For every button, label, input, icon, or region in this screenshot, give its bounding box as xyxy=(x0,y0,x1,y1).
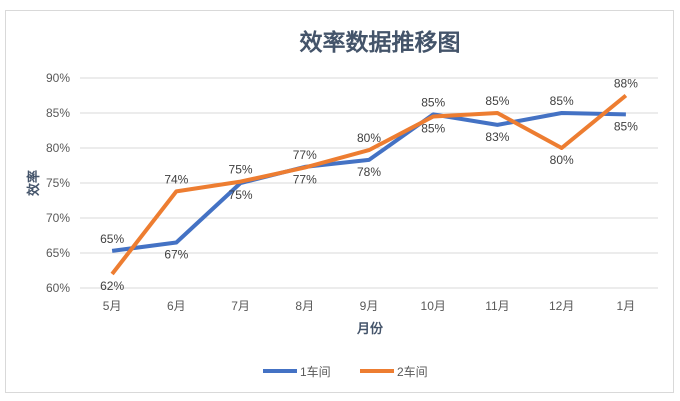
y-tick-label: 60% xyxy=(46,281,70,295)
y-tick-label: 65% xyxy=(46,246,70,260)
data-label: 75% xyxy=(229,188,253,202)
data-label: 85% xyxy=(550,94,574,108)
data-label: 83% xyxy=(485,130,509,144)
y-tick-label: 85% xyxy=(46,106,70,120)
data-label: 78% xyxy=(357,165,381,179)
data-label: 77% xyxy=(293,148,317,162)
data-label: 65% xyxy=(100,232,124,246)
x-tick-label: 5月 xyxy=(103,299,122,313)
data-label: 85% xyxy=(614,119,638,133)
data-label: 85% xyxy=(485,94,509,108)
y-tick-label: 80% xyxy=(46,141,70,155)
data-label: 62% xyxy=(100,279,124,293)
series-line-2 xyxy=(110,93,628,276)
y-tick-label: 70% xyxy=(46,211,70,225)
x-tick-label: 12月 xyxy=(549,299,574,313)
x-tick-label: 10月 xyxy=(421,299,446,313)
legend-label: 1车间 xyxy=(300,364,331,379)
data-label: 88% xyxy=(614,77,638,91)
x-axis-label: 月份 xyxy=(356,321,384,336)
x-tick-label: 1月 xyxy=(617,299,636,313)
data-label: 80% xyxy=(550,153,574,167)
data-label: 77% xyxy=(293,173,317,187)
chart-border xyxy=(5,10,674,393)
data-label: 74% xyxy=(164,172,188,186)
data-label: 80% xyxy=(357,131,381,145)
data-label: 75% xyxy=(229,163,253,177)
x-tick-label: 9月 xyxy=(360,299,379,313)
y-axis-label: 效率 xyxy=(26,170,41,196)
series-line-1 xyxy=(111,111,626,253)
x-tick-label: 11月 xyxy=(485,299,509,313)
x-tick-label: 7月 xyxy=(231,299,250,313)
data-label: 85% xyxy=(421,95,445,109)
data-label: 85% xyxy=(421,122,445,136)
data-label: 67% xyxy=(164,248,188,262)
y-tick-label: 90% xyxy=(46,71,70,85)
x-tick-label: 6月 xyxy=(167,299,186,313)
y-tick-label: 75% xyxy=(46,176,70,190)
chart-title: 效率数据推移图 xyxy=(300,29,461,55)
x-tick-label: 8月 xyxy=(295,299,314,313)
legend-label: 2车间 xyxy=(397,364,428,379)
